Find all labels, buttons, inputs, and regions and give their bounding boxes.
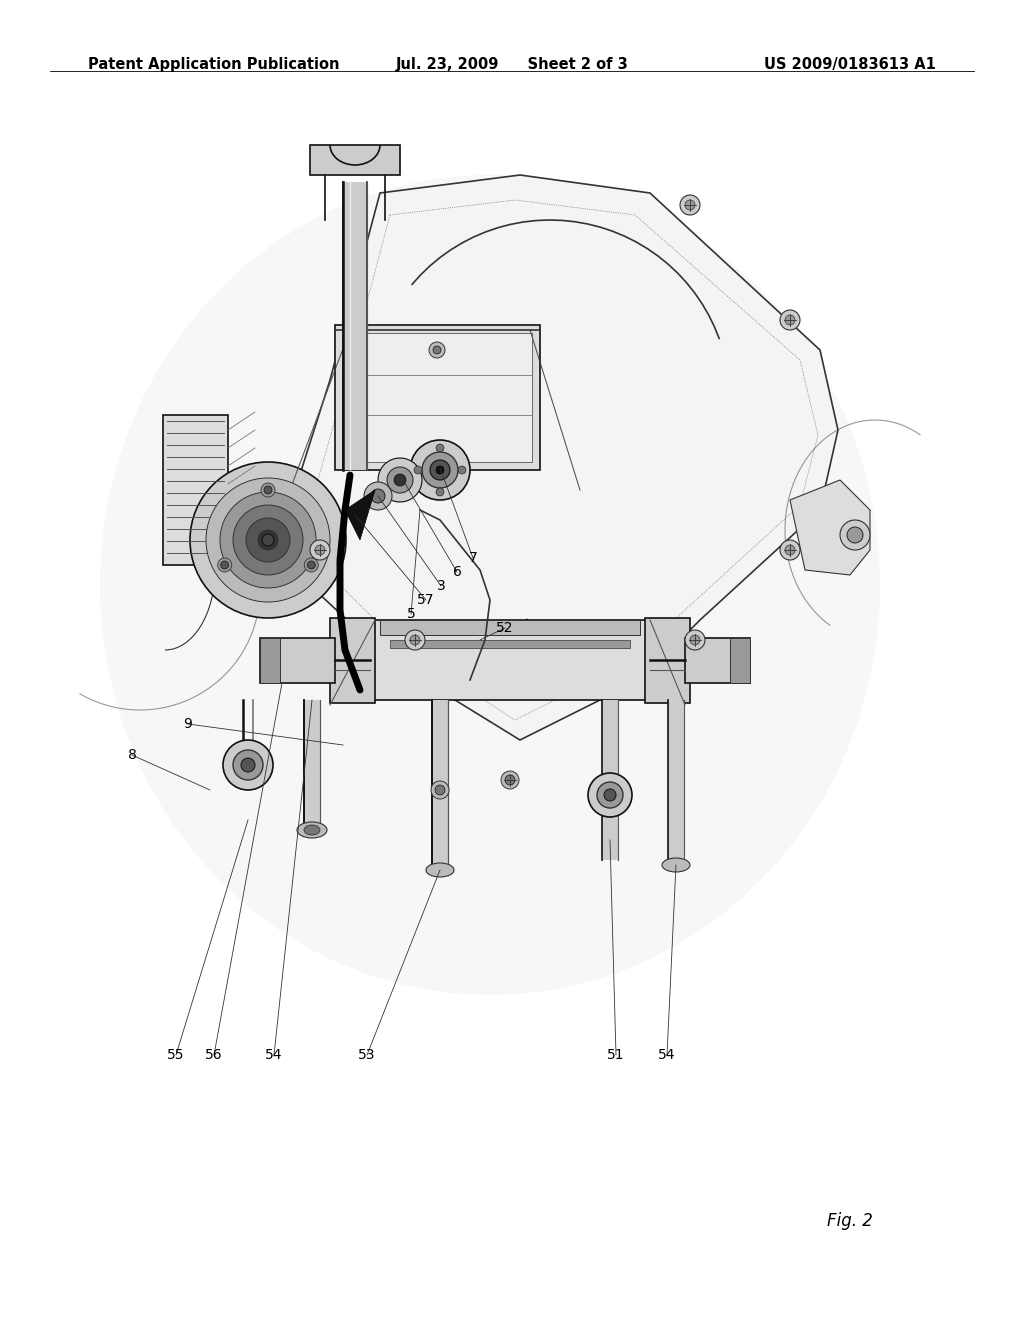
Bar — [310, 145, 400, 176]
Circle shape — [414, 466, 422, 474]
Text: 57: 57 — [417, 593, 435, 607]
Polygon shape — [295, 176, 838, 741]
Circle shape — [190, 462, 346, 618]
Bar — [304, 700, 319, 830]
Circle shape — [258, 531, 278, 550]
Text: 5: 5 — [407, 607, 416, 620]
Text: 7: 7 — [469, 550, 477, 565]
Circle shape — [505, 775, 515, 785]
Circle shape — [304, 558, 318, 572]
Text: 56: 56 — [205, 1048, 223, 1063]
Text: Fig. 2: Fig. 2 — [827, 1212, 872, 1230]
Circle shape — [364, 482, 392, 510]
Text: 9: 9 — [183, 717, 193, 731]
Circle shape — [371, 488, 385, 503]
Ellipse shape — [304, 825, 319, 836]
Circle shape — [840, 520, 870, 550]
Circle shape — [685, 201, 695, 210]
Circle shape — [429, 342, 445, 358]
Circle shape — [378, 458, 422, 502]
Circle shape — [847, 527, 863, 543]
Circle shape — [206, 478, 330, 602]
Circle shape — [685, 630, 705, 649]
Circle shape — [436, 488, 444, 496]
Circle shape — [780, 540, 800, 560]
Text: 53: 53 — [358, 1048, 376, 1063]
Circle shape — [680, 195, 700, 215]
Bar — [380, 620, 640, 635]
Circle shape — [315, 545, 325, 554]
Circle shape — [436, 444, 444, 451]
Ellipse shape — [662, 858, 690, 873]
Circle shape — [785, 545, 795, 554]
Circle shape — [262, 535, 274, 546]
Circle shape — [221, 561, 228, 569]
Bar — [260, 638, 280, 682]
Text: 52: 52 — [497, 620, 514, 635]
Text: 54: 54 — [265, 1048, 283, 1063]
Circle shape — [307, 561, 315, 569]
Circle shape — [780, 310, 800, 330]
Circle shape — [233, 506, 303, 576]
Circle shape — [785, 315, 795, 325]
Ellipse shape — [223, 741, 273, 789]
Ellipse shape — [100, 176, 880, 995]
Bar — [685, 638, 750, 682]
Circle shape — [261, 483, 275, 498]
Ellipse shape — [233, 750, 263, 780]
Polygon shape — [790, 480, 870, 576]
Bar — [335, 325, 540, 470]
Ellipse shape — [597, 781, 623, 808]
Text: 8: 8 — [128, 748, 136, 762]
Bar — [668, 700, 684, 865]
Bar — [432, 700, 449, 870]
Bar — [343, 333, 532, 462]
Bar — [390, 640, 630, 648]
Bar — [163, 414, 228, 565]
Polygon shape — [345, 490, 375, 540]
Circle shape — [435, 785, 445, 795]
Circle shape — [410, 440, 470, 500]
Circle shape — [410, 635, 420, 645]
Bar — [260, 638, 335, 682]
Circle shape — [218, 558, 231, 572]
Circle shape — [220, 492, 316, 587]
Ellipse shape — [604, 789, 616, 801]
Circle shape — [264, 486, 272, 494]
Circle shape — [431, 781, 449, 799]
Circle shape — [246, 517, 290, 562]
Ellipse shape — [297, 822, 327, 838]
Bar — [343, 182, 367, 470]
Circle shape — [406, 630, 425, 649]
Text: 55: 55 — [167, 1048, 184, 1063]
Circle shape — [422, 451, 458, 488]
Circle shape — [690, 635, 700, 645]
Bar — [645, 618, 690, 704]
Text: 51: 51 — [607, 1048, 625, 1063]
Ellipse shape — [426, 863, 454, 876]
Text: 6: 6 — [453, 565, 462, 579]
Ellipse shape — [241, 758, 255, 772]
Ellipse shape — [588, 774, 632, 817]
Circle shape — [310, 540, 330, 560]
Text: 3: 3 — [436, 579, 445, 593]
Text: US 2009/0183613 A1: US 2009/0183613 A1 — [764, 57, 936, 71]
Circle shape — [430, 459, 450, 480]
Circle shape — [436, 466, 444, 474]
Bar — [730, 638, 750, 682]
Circle shape — [501, 771, 519, 789]
Circle shape — [394, 474, 406, 486]
Circle shape — [433, 346, 441, 354]
Text: Patent Application Publication: Patent Application Publication — [88, 57, 340, 71]
Bar — [370, 620, 650, 700]
Text: Jul. 23, 2009  Sheet 2 of 3: Jul. 23, 2009 Sheet 2 of 3 — [395, 57, 629, 71]
Text: 54: 54 — [658, 1048, 676, 1063]
Bar — [330, 618, 375, 704]
Circle shape — [387, 467, 413, 492]
Bar — [602, 700, 618, 861]
Circle shape — [458, 466, 466, 474]
